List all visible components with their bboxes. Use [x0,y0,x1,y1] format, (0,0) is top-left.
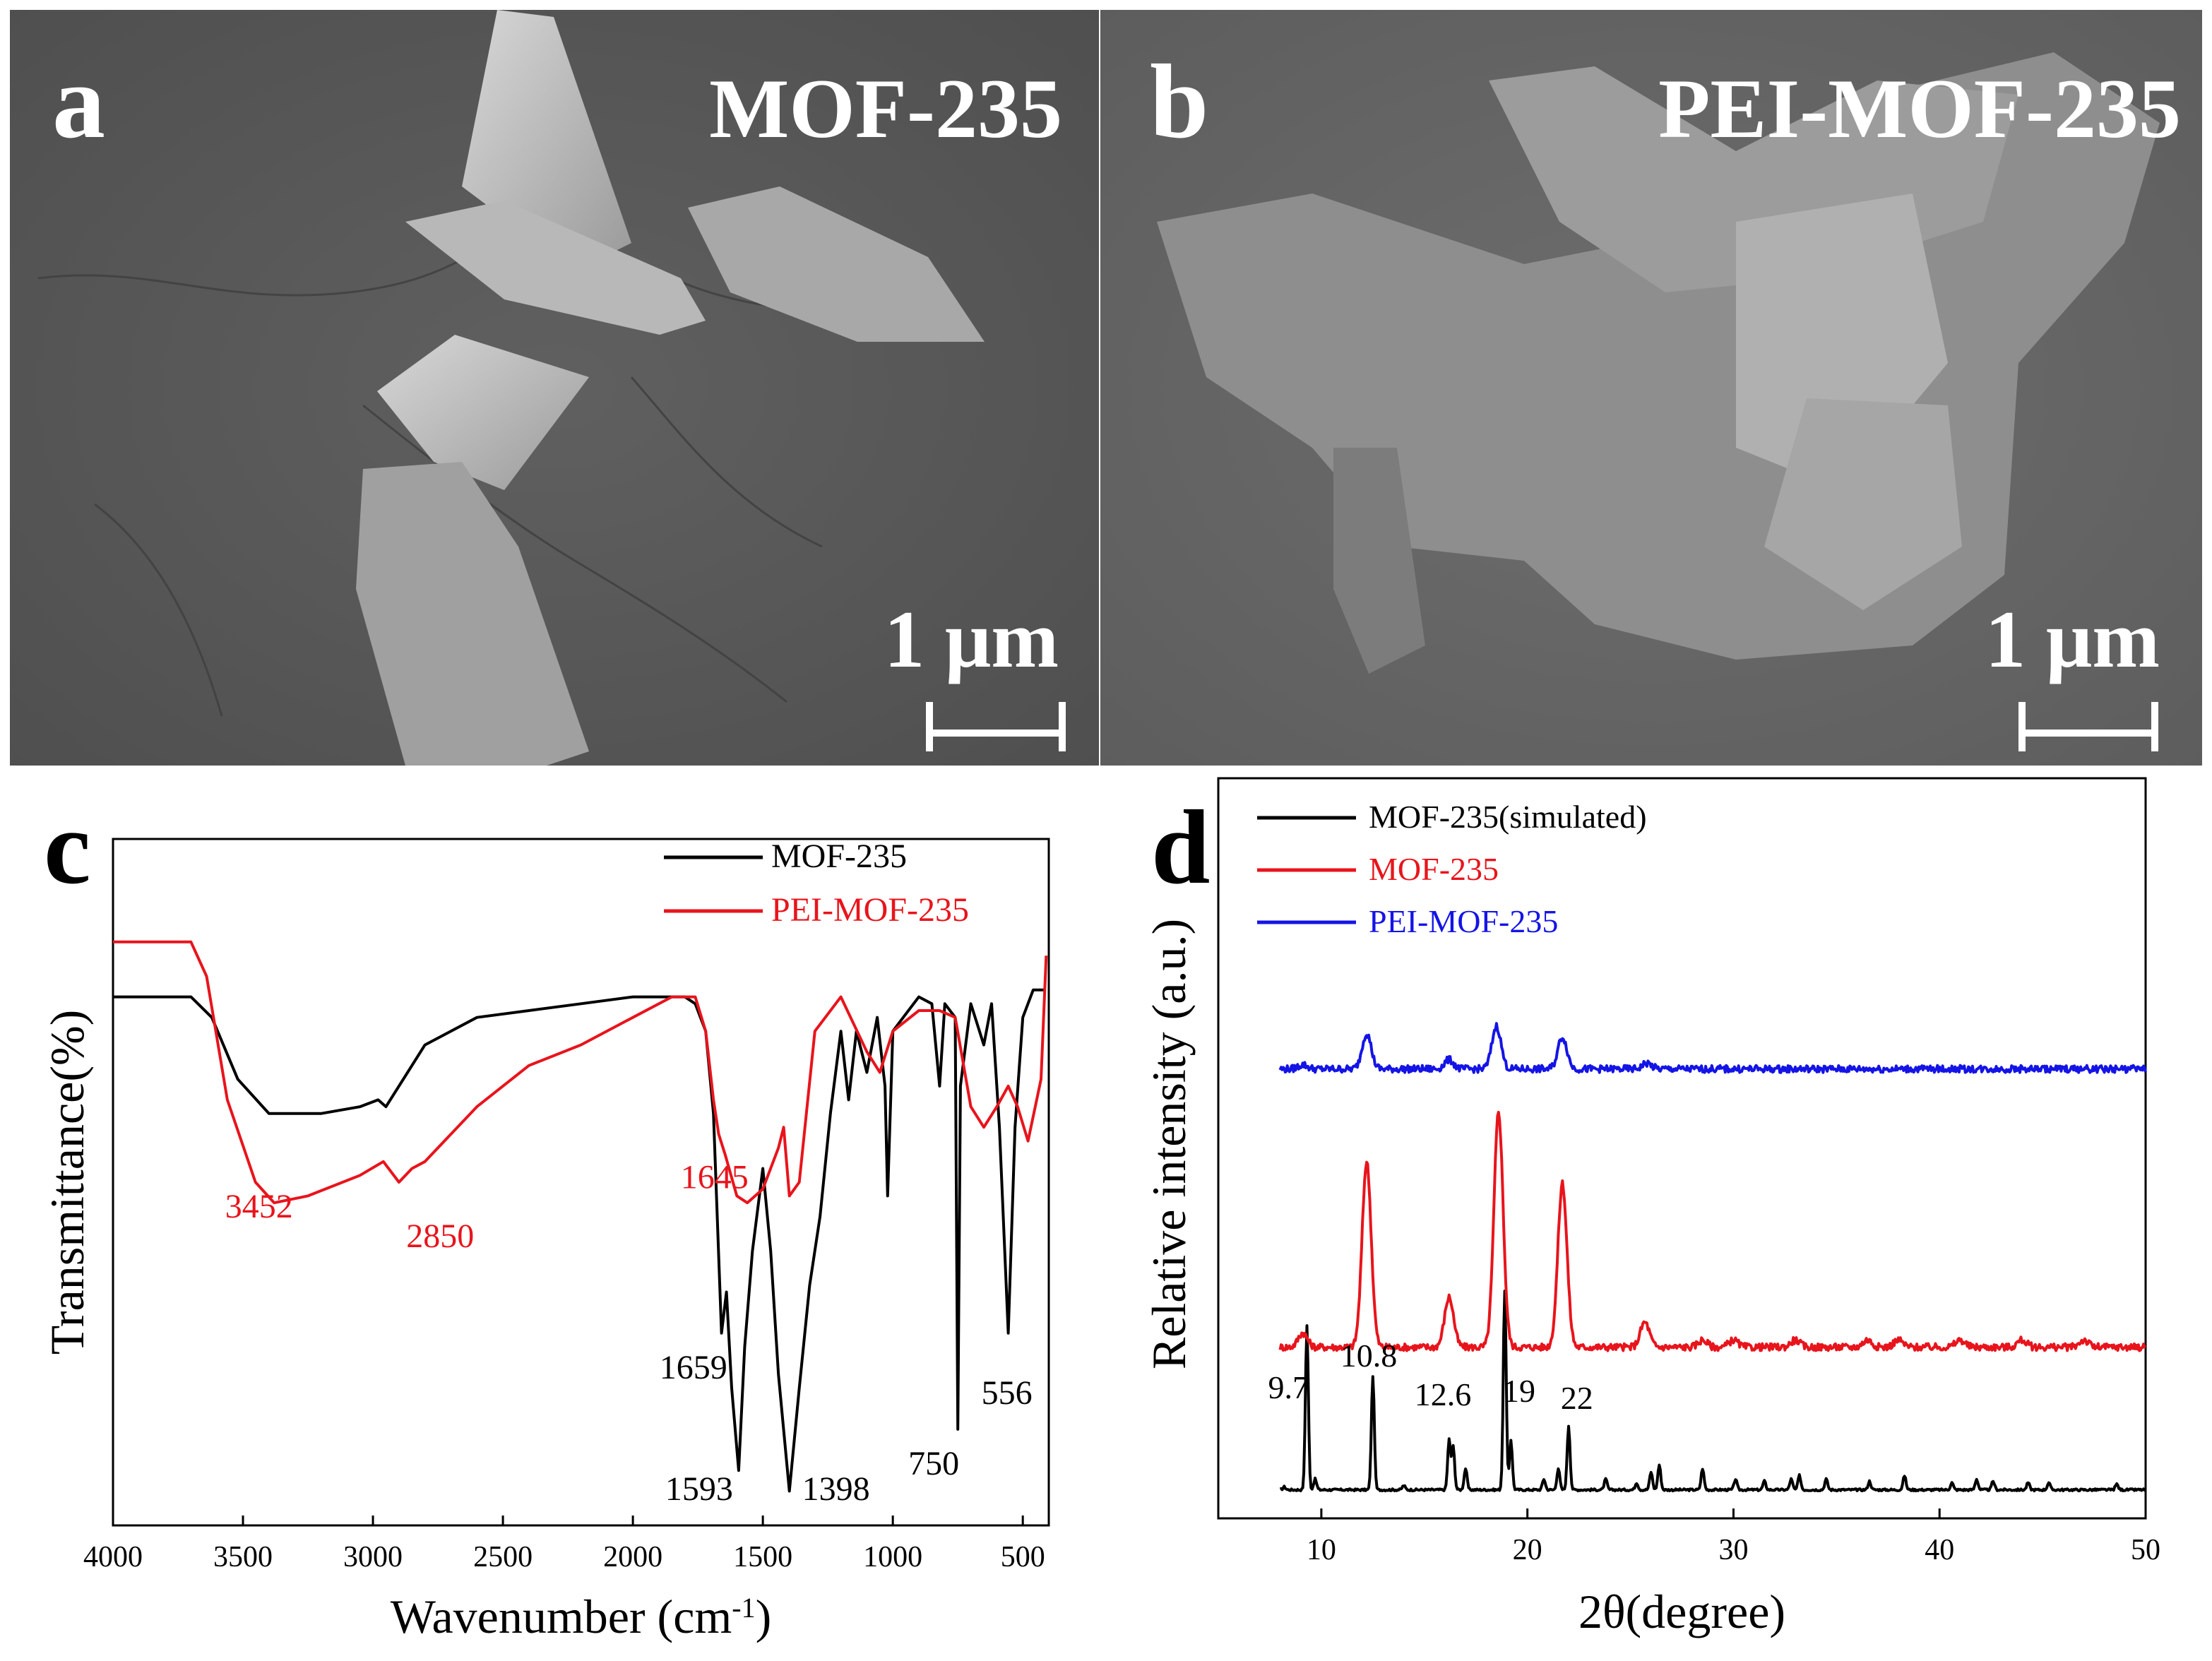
peak-annotation: 19 [1503,1373,1535,1409]
x-tick-label: 3500 [213,1541,273,1573]
peak-annotation: 750 [908,1445,959,1482]
legend-label: MOF-235 [1369,851,1499,887]
series-line-mof-235 [1278,1110,2146,1352]
xrd-chart: d 10 20 30 40 50 2θ(degree) Relative intensity… [1142,777,2160,1638]
y-axis-label: Transmittance(%) [40,1010,94,1355]
scale-label-a: 1 μm [884,595,1059,684]
plot-frame [112,838,1050,1527]
x-tick-label: 4000 [83,1541,143,1573]
peak-annotation: 12.6 [1415,1376,1472,1412]
ftir-chart: c 4000 3500 3000 2500 2000 1500 1000 500 Wavenum… [40,789,1050,1643]
x-tick-label: 10 [1307,1534,1336,1566]
x-tick-label: 30 [1718,1534,1748,1566]
peak-annotation: 3452 [225,1188,293,1225]
panel-letter-b: b [1150,43,1208,160]
x-tick-label: 40 [1925,1534,1954,1566]
sem-panel-b: b PEI-MOF-235 1 μm [1100,10,2202,766]
panel-letter-a: a [52,43,105,160]
x-tick-label: 50 [2131,1534,2160,1566]
scale-label-b: 1 μm [1985,595,2160,684]
legend-label: PEI-MOF-235 [771,891,969,929]
sem-agglomerate [1157,52,2160,674]
peak-annotation: 1645 [681,1159,749,1196]
x-tick-label: 1000 [863,1541,922,1573]
legend-label: PEI-MOF-235 [1369,903,1558,939]
panel-title-b: PEI-MOF-235 [1658,61,2181,155]
legend-label: MOF-235(simulated) [1369,799,1647,835]
x-tick-label: 3000 [343,1541,403,1573]
series-line-pei-mof-235 [113,940,1048,1205]
peak-annotation: 1398 [802,1470,870,1508]
sem-crystals [356,10,985,766]
peak-annotation: 556 [982,1374,1033,1412]
x-tick-label: 20 [1513,1534,1542,1566]
panel-letter-c: c [44,789,91,906]
x-tick-label: 2000 [603,1541,662,1573]
x-axis-label: 2θ(degree) [1578,1585,1785,1638]
x-axis-label: Wavenumber (cm-1) [391,1590,772,1643]
sem-panel-a: a MOF-235 1 μm [10,10,1099,766]
y-axis-label: Relative intensity (a.u.) [1142,919,1196,1369]
series-line-simulated [1279,1290,2147,1493]
peak-annotation: 9.7 [1268,1369,1309,1405]
x-tick-label: 500 [1001,1541,1045,1573]
peak-annotation: 22 [1561,1380,1593,1416]
x-tick-label: 1500 [733,1541,792,1573]
scale-bar-b [2018,702,2158,751]
peak-annotation: 1593 [665,1470,733,1508]
plot-area: 4000 3500 3000 2500 2000 1500 1000 500 Wavenumbe… [40,838,1050,1643]
panel-letter-d: d [1151,789,1210,906]
series-line-mof-235 [113,988,1044,1493]
peak-annotation: 1659 [660,1349,727,1386]
peak-annotation: 2850 [406,1218,474,1255]
plot-area: 10 20 30 40 50 2θ(degree) Relative intensity (… [1142,777,2160,1638]
peak-annotation: 10.8 [1340,1338,1398,1374]
panel-title-a: MOF-235 [709,61,1062,155]
series-line-pei-mof-235 [1278,1022,2147,1074]
x-tick-label: 2500 [473,1541,533,1573]
legend-label: MOF-235 [771,838,907,875]
scale-bar-a [926,702,1066,751]
plot-frame [1217,777,2147,1520]
